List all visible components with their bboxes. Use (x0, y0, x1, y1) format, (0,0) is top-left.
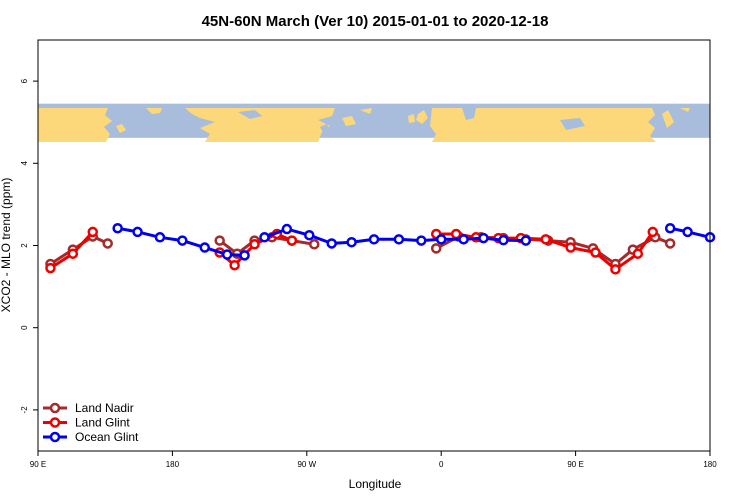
ocean-glint-point (259, 232, 270, 243)
series-ocean-glint (112, 222, 716, 261)
plot-frame (37, 39, 711, 452)
map-strip (38, 103, 710, 142)
ocean-glint-point (435, 234, 447, 245)
ocean-glint-point (664, 222, 676, 234)
ocean-glint-point (520, 235, 532, 246)
y-tick-label: 0 (20, 325, 29, 330)
ocean-glint-point (478, 232, 489, 244)
land-glint-point (450, 228, 462, 240)
x-tick-label: 90 E (30, 460, 46, 469)
land-nadir-point (102, 238, 113, 249)
y-tick-label: 4 (20, 161, 29, 166)
land-nadir-point (214, 235, 225, 246)
x-tick-label: 90 W (297, 460, 316, 469)
ocean-glint-point (221, 249, 233, 260)
ocean-glint-point (346, 236, 357, 248)
legend-label-ocean-glint: Ocean Glint (75, 430, 139, 444)
y-tick-label: -2 (20, 406, 29, 414)
x-tick-label: 0 (439, 460, 444, 469)
y-tick-label: 2 (20, 243, 29, 248)
x-tick-label: 90 E (567, 460, 583, 469)
ocean-glint-point (177, 235, 188, 246)
land-glint-point (45, 262, 56, 274)
legend-marker-land-nadir (49, 402, 61, 414)
land-glint-point (565, 242, 576, 253)
axes: 90 E 180 90 W 0 90 E 180 -2 0 2 4 6 (20, 78, 717, 469)
land-glint-point (67, 248, 79, 259)
ocean-glint-point (416, 235, 427, 246)
ocean-glint-point (498, 234, 509, 246)
land-glint-point (647, 226, 659, 238)
legend-marker-land-glint (49, 417, 61, 428)
ocean-glint-point (239, 250, 250, 261)
x-tick-label: 180 (703, 460, 717, 469)
ocean-glint-point (326, 238, 337, 249)
land-glint-point (229, 259, 240, 271)
y-axis-label: XCO2 - MLO trend (ppm) (0, 178, 13, 313)
ocean-glint-point (368, 234, 380, 245)
legend-label-land-glint: Land Glint (75, 416, 130, 430)
land-glint-point (87, 226, 99, 238)
land-glint-point (249, 239, 260, 250)
ocean-glint-point (281, 223, 293, 235)
legend-label-land-nadir: Land Nadir (75, 401, 134, 415)
y-tick-label: 6 (20, 78, 29, 83)
x-tick-label: 180 (166, 460, 180, 469)
land-glint-point (590, 247, 601, 258)
legend-marker-ocean-glint (49, 431, 61, 443)
land-nadir-point (309, 239, 320, 250)
land-glint-point (610, 264, 621, 275)
ocean-glint-point (154, 232, 166, 243)
land-nadir-line (49, 235, 109, 266)
x-axis-label: Longitude (349, 477, 402, 491)
ocean-glint-point (132, 226, 143, 238)
chart-title: 45N-60N March (Ver 10) 2015-01-01 to 202… (202, 13, 549, 30)
series-layer (45, 222, 716, 275)
land-glint-point (632, 248, 644, 259)
ocean-glint-point (304, 229, 315, 241)
land-nadir-point (430, 243, 442, 254)
ocean-glint-point (199, 242, 211, 253)
map-land-masses (38, 108, 690, 142)
land-glint-point (286, 235, 298, 246)
ocean-glint-point (112, 222, 123, 234)
ocean-glint-point (393, 234, 405, 245)
land-glint-point (540, 234, 551, 245)
ocean-glint-point (458, 234, 469, 245)
ocean-glint-point (682, 226, 693, 238)
land-nadir-point (664, 238, 676, 249)
